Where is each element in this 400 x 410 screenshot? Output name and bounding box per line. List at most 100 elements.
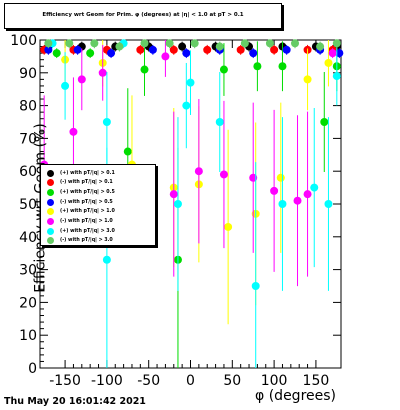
y-tick-label: 40 xyxy=(19,230,37,246)
y-tick-label: 0 xyxy=(28,361,37,377)
data-point xyxy=(278,62,287,71)
legend-marker xyxy=(47,188,54,196)
data-point xyxy=(178,42,187,51)
data-point xyxy=(102,255,111,264)
legend-label: (-) with pT/|q| > 1.0 xyxy=(60,219,113,224)
x-tick-label: -50 xyxy=(137,373,160,389)
data-point xyxy=(236,45,245,54)
y-tick-label: 80 xyxy=(19,99,37,115)
data-point xyxy=(215,42,224,51)
data-point xyxy=(240,39,249,48)
data-point xyxy=(251,282,260,290)
data-point xyxy=(98,68,107,77)
data-point xyxy=(249,49,258,58)
legend-label: (+) with pT/|q| > 3.0 xyxy=(60,228,115,234)
data-point xyxy=(303,190,312,199)
chart-title-box: Efficiency wrt Geom for Prim. φ (degrees… xyxy=(4,3,282,29)
legend-item: (-) with pT/|q| > 0.1 xyxy=(47,178,113,188)
y-tick-label: 10 xyxy=(19,328,37,344)
data-point xyxy=(77,75,86,84)
data-point xyxy=(265,39,274,48)
legend-marker xyxy=(47,227,54,235)
data-point xyxy=(219,65,228,74)
data-point xyxy=(215,118,224,126)
legend-item: (+) with pT/|q| > 3.0 xyxy=(47,226,115,236)
legend-label: (+) with pT/|q| > 0.1 xyxy=(60,170,115,176)
data-point xyxy=(324,58,333,67)
legend-item: (-) with pT/|q| > 3.0 xyxy=(47,236,113,246)
data-point xyxy=(86,49,95,58)
data-point xyxy=(115,42,124,51)
data-point xyxy=(253,62,262,71)
data-point xyxy=(165,39,174,48)
data-point xyxy=(316,42,325,51)
chart-title: Efficiency wrt Geom for Prim. φ (degrees… xyxy=(42,12,244,18)
y-tick-label: 90 xyxy=(19,66,37,82)
y-tick-label: 60 xyxy=(19,164,37,180)
y-tick-label: 70 xyxy=(19,131,37,147)
data-point xyxy=(69,127,78,136)
legend-marker xyxy=(47,218,54,225)
data-point xyxy=(335,49,344,58)
data-point xyxy=(270,186,279,195)
data-point xyxy=(324,200,333,208)
data-point xyxy=(224,222,233,231)
x-tick-label: 0 xyxy=(186,373,195,389)
data-point xyxy=(169,190,178,199)
data-point xyxy=(332,39,341,48)
data-point xyxy=(136,45,145,54)
data-point xyxy=(169,45,178,54)
y-tick-label: 100 xyxy=(10,33,37,49)
legend-item: (+) with pT/|q| > 0.5 xyxy=(47,187,115,197)
data-point xyxy=(61,81,70,90)
data-point xyxy=(44,45,53,54)
data-point xyxy=(203,45,212,54)
data-point xyxy=(65,39,74,48)
data-point xyxy=(140,39,149,48)
data-point xyxy=(328,49,337,58)
data-point xyxy=(140,65,149,74)
data-point xyxy=(107,49,116,58)
data-point xyxy=(249,173,258,182)
data-point xyxy=(303,75,312,84)
legend-marker xyxy=(47,169,54,177)
legend: (+) with pT/|q| > 0.1 (-) with pT/|q| > 0… xyxy=(40,164,156,246)
data-point xyxy=(332,72,341,81)
data-point xyxy=(282,45,291,54)
x-tick-label: -100 xyxy=(91,373,123,389)
data-point xyxy=(194,167,203,176)
data-point xyxy=(148,45,157,54)
data-point xyxy=(186,78,195,87)
data-point xyxy=(320,118,329,126)
y-tick-label: 30 xyxy=(19,263,37,279)
data-point xyxy=(270,45,279,54)
data-point xyxy=(291,39,300,48)
legend-marker xyxy=(47,198,54,206)
legend-marker xyxy=(47,179,54,187)
data-point xyxy=(90,39,99,48)
legend-item: (-) with pT/|q| > 0.5 xyxy=(47,197,113,207)
data-point xyxy=(182,49,191,58)
legend-label: (-) with pT/|q| > 0.1 xyxy=(60,180,113,186)
legend-label: (-) with pT/|q| > 0.5 xyxy=(60,199,113,205)
data-point xyxy=(182,101,191,110)
data-point xyxy=(161,52,170,61)
legend-label: (+) with pT/|q| > 1.0 xyxy=(60,209,115,215)
x-axis-label: φ (degrees) xyxy=(255,388,336,404)
legend-item: (-) with pT/|q| > 1.0 xyxy=(47,217,113,227)
data-point xyxy=(52,49,61,58)
x-tick-label: 50 xyxy=(223,373,241,389)
data-point xyxy=(123,147,132,156)
y-tick-label: 50 xyxy=(19,197,37,213)
legend-label: (-) with pT/|q| > 3.0 xyxy=(60,238,113,244)
x-tick-label: 150 xyxy=(303,373,330,389)
legend-item: (+) with pT/|q| > 0.1 xyxy=(47,168,115,178)
data-point xyxy=(73,45,82,54)
data-point xyxy=(102,118,111,126)
legend-marker xyxy=(47,208,54,216)
data-point xyxy=(310,183,319,192)
timestamp: Thu May 20 16:01:42 2021 xyxy=(4,396,146,407)
data-point xyxy=(276,173,285,182)
legend-item: (+) with pT/|q| > 1.0 xyxy=(47,207,115,217)
